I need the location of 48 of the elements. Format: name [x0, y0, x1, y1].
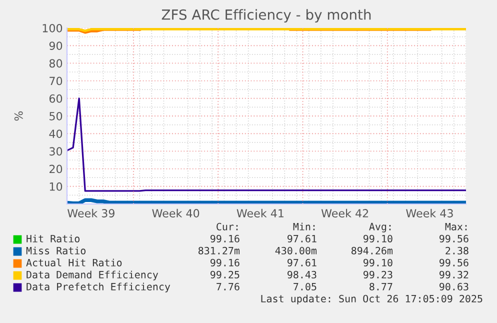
y-tick-label: 90: [49, 42, 62, 50]
text: Last update: Sun Oct 26 17:05:09 2025: [261, 294, 482, 304]
text: 7.05: [294, 282, 316, 290]
text: 894.26m: [351, 246, 393, 254]
text: 97.61: [288, 258, 316, 266]
text: 99.10: [364, 258, 392, 266]
x-tick-label: Week 43: [406, 208, 453, 218]
text: 90.63: [440, 282, 468, 290]
text: 99.16: [210, 258, 240, 266]
text: 430.00m: [275, 246, 317, 254]
text: 7.76: [216, 282, 240, 290]
text: Cur:: [216, 222, 238, 230]
line-series: [67, 98, 466, 192]
y-tick-label: 60: [49, 94, 62, 103]
x-tick-label: Week 40: [152, 208, 200, 218]
y-tick-label: 100: [42, 24, 62, 32]
text: 99.23: [364, 270, 392, 278]
y-tick-label: 20: [50, 164, 62, 174]
text: 99.25: [210, 270, 240, 278]
y-tick-label: 80: [49, 59, 62, 68]
text: 97.61: [288, 234, 316, 242]
text: 831.27m: [198, 246, 240, 254]
text: Max:: [445, 222, 467, 230]
y-tick-label: 30: [50, 147, 62, 156]
text: 98.43: [288, 270, 316, 278]
text: 99.32: [440, 270, 468, 278]
y-tick-label: 40: [49, 130, 62, 138]
text: 99.56: [440, 234, 468, 242]
legend-label: Actual Hit Ratio: [26, 258, 122, 266]
y-tick-label: 70: [50, 76, 62, 86]
text: 99.56: [440, 258, 468, 266]
text: 99.16: [210, 234, 240, 242]
x-tick-label: Week 42: [321, 208, 368, 218]
x-tick-label: Week 39: [67, 208, 114, 218]
text: 8.77: [370, 282, 392, 290]
text: Avg:: [369, 222, 391, 232]
text: 2.38: [446, 246, 468, 254]
y-tick-label: 50: [50, 112, 62, 120]
legend-label: Hit Ratio: [26, 234, 80, 242]
legend-label: Miss Ratio: [26, 246, 86, 254]
y-axis-title: %: [14, 111, 23, 121]
chart-title: ZFS ARC Efficiency - by month: [162, 9, 371, 23]
legend-label: Data Prefetch Efficiency: [26, 282, 170, 292]
x-tick-label: Week 41: [236, 208, 284, 218]
legend-label: Data Demand Efficiency: [26, 270, 158, 280]
text: Min:: [293, 222, 315, 230]
y-tick-label: 10: [50, 182, 62, 191]
text: 99.10: [364, 234, 392, 242]
